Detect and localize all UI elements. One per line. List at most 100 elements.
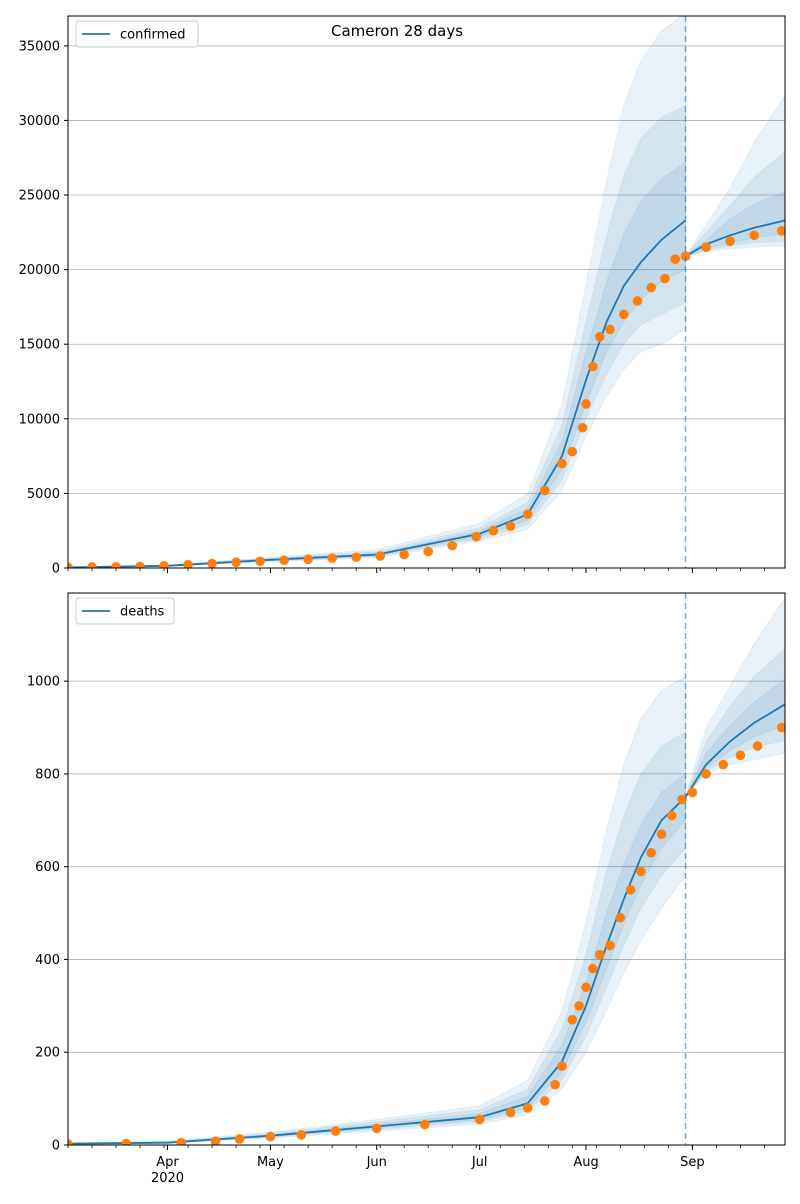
observed-point: [636, 866, 646, 877]
forecast-interval-band-2: [685, 191, 785, 257]
observed-point: [255, 556, 265, 567]
observed-point: [327, 553, 337, 563]
observed-point: [605, 324, 615, 335]
y-tick-label: 0: [52, 1139, 60, 1154]
observed-point: [210, 1136, 221, 1145]
observed-point: [625, 885, 636, 895]
observed-point: [303, 554, 313, 565]
observed-point: [505, 521, 516, 532]
observed-point: [111, 562, 121, 568]
y-tick-label: 15000: [19, 338, 60, 353]
observed-point: [752, 741, 763, 751]
observed-point: [735, 750, 746, 761]
legend-box: [75, 20, 199, 48]
observed-point: [550, 1079, 560, 1090]
observed-point: [632, 296, 643, 306]
observed-point: [474, 1114, 485, 1125]
observed-point: [718, 759, 729, 770]
observed-point: [540, 1096, 550, 1106]
observed-point: [447, 540, 458, 551]
observed-point: [687, 787, 698, 798]
observed-point: [646, 847, 657, 858]
observed-point: [574, 1001, 584, 1011]
observed-point: [567, 446, 578, 457]
y-tick-label: 30000: [19, 114, 60, 129]
observed-point: [471, 531, 482, 542]
observed-point: [618, 309, 629, 320]
observed-point: [701, 769, 711, 779]
model-interval-band-2: [68, 772, 686, 1145]
chart-panel-confirmed: 0 5000 10000 15000 20000 25000 30000 35000 confi…: [19, 15, 786, 577]
observed-point: [646, 282, 657, 293]
observed-point: [776, 226, 785, 236]
x-tick-sublabel: 2020: [151, 1171, 184, 1186]
observed-point: [488, 525, 499, 536]
observed-point: [399, 549, 410, 560]
observed-point: [135, 561, 145, 568]
plot-frame: [67, 15, 786, 569]
observed-point: [231, 557, 241, 568]
observed-point: [701, 242, 711, 253]
forecast-interval-band-0: [684, 94, 785, 257]
observed-point: [615, 912, 626, 923]
observed-point: [666, 810, 677, 821]
observed-point: [234, 1134, 245, 1144]
observed-point: [265, 1131, 276, 1142]
y-tick-label: 5000: [27, 487, 60, 502]
observed-point: [557, 458, 567, 469]
observed-point: [588, 963, 598, 974]
plot-area: [68, 16, 785, 568]
observed-point: [351, 552, 361, 563]
y-tick-label: 1000: [27, 675, 60, 690]
observed-point: [121, 1138, 132, 1145]
observed-point: [670, 254, 681, 264]
observed-point: [567, 1014, 578, 1025]
y-tick-label: 25000: [19, 189, 60, 204]
y-tick-label: 800: [35, 767, 60, 782]
observed-point: [594, 950, 605, 960]
observed-point: [522, 1103, 533, 1113]
model-line: [68, 219, 687, 568]
legend-box: [75, 597, 175, 625]
observed-point: [176, 1137, 187, 1145]
x-tick-label: Apr: [156, 1155, 179, 1170]
y-tick-label: 400: [35, 953, 60, 968]
legend-label: deaths: [120, 605, 165, 620]
forecast-line: [684, 703, 785, 798]
y-tick-label: 200: [35, 1046, 60, 1061]
observed-point: [207, 558, 217, 568]
observed-point: [540, 485, 550, 496]
model-interval-band-1: [68, 731, 686, 1145]
forecast-interval-band-1: [684, 151, 785, 258]
observed-point: [375, 551, 385, 561]
y-tick-label: 600: [35, 860, 60, 875]
plot-frame: [67, 592, 786, 1146]
observed-point: [183, 559, 193, 568]
forecast-line: [685, 219, 785, 257]
observed-point: [296, 1129, 307, 1140]
x-tick-label: Jul: [471, 1155, 488, 1170]
model-interval-band-1: [68, 104, 686, 568]
observed-point: [371, 1123, 382, 1134]
observed-point: [749, 230, 759, 241]
observed-point: [656, 829, 667, 840]
model-interval-band-0: [68, 16, 686, 568]
x-tick-label: May: [257, 1155, 284, 1170]
observed-point: [330, 1126, 341, 1136]
y-tick-label: 10000: [19, 412, 60, 427]
observed-point: [522, 509, 533, 520]
observed-point: [557, 1061, 567, 1071]
y-tick-label: 0: [52, 562, 60, 577]
observed-point: [594, 331, 605, 342]
chart-title: Cameron 28 days: [331, 22, 463, 40]
observed-point: [423, 546, 434, 557]
observed-point: [279, 555, 289, 566]
observed-point: [581, 399, 591, 409]
observed-point: [581, 982, 591, 993]
observed-point: [577, 422, 588, 433]
observed-point: [505, 1107, 516, 1118]
plot-area: [68, 596, 785, 1145]
